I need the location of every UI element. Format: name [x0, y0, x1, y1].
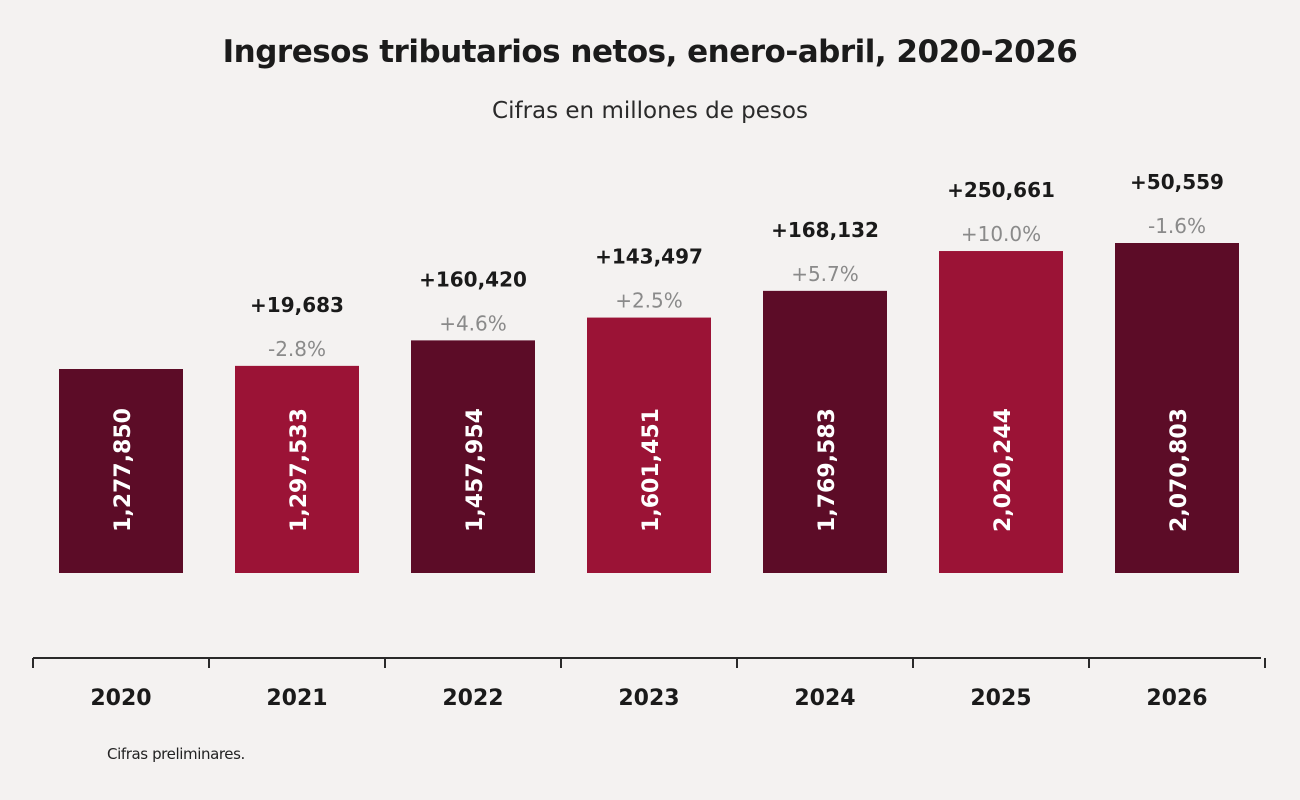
- bar-value-label: 1,769,583: [815, 408, 840, 532]
- bar: [939, 251, 1063, 573]
- bar-value-label: 2,070,803: [1167, 408, 1192, 532]
- x-tick-label: 2021: [266, 686, 327, 711]
- chart-subtitle: Cifras en millones de pesos: [492, 98, 808, 124]
- bar-value-label: 1,601,451: [639, 408, 664, 532]
- change-label: +250,661: [947, 178, 1055, 202]
- bar-value-label: 1,457,954: [463, 408, 488, 532]
- pct-label: -2.8%: [268, 337, 326, 361]
- change-label: +168,132: [771, 218, 879, 242]
- x-tick-label: 2025: [970, 686, 1031, 711]
- bar: [587, 317, 711, 573]
- bar: [235, 365, 359, 573]
- pct-label: +10.0%: [961, 222, 1041, 246]
- change-label: +19,683: [250, 293, 344, 317]
- x-tick-label: 2020: [90, 686, 151, 711]
- bar: [411, 340, 535, 573]
- change-label: +50,559: [1130, 170, 1224, 194]
- x-tick-label: 2024: [794, 686, 855, 711]
- pct-label: +2.5%: [615, 289, 683, 313]
- change-label: +143,497: [595, 245, 703, 269]
- bar-value-label: 1,297,533: [287, 408, 312, 532]
- pct-label: +5.7%: [791, 262, 859, 286]
- bar-value-label: 2,020,244: [991, 408, 1016, 532]
- bar: [1115, 243, 1239, 573]
- x-tick-label: 2022: [442, 686, 503, 711]
- chart-title: Ingresos tributarios netos, enero-abril,…: [222, 34, 1078, 70]
- bar: [59, 369, 183, 573]
- pct-label: -1.6%: [1148, 214, 1206, 238]
- footnote: Cifras preliminares.: [107, 745, 245, 763]
- bar: [763, 290, 887, 573]
- bar-value-label: 1,277,850: [111, 408, 136, 532]
- pct-label: +4.6%: [439, 311, 507, 335]
- x-tick-label: 2026: [1146, 686, 1207, 711]
- x-tick-label: 2023: [618, 686, 679, 711]
- change-label: +160,420: [419, 267, 527, 291]
